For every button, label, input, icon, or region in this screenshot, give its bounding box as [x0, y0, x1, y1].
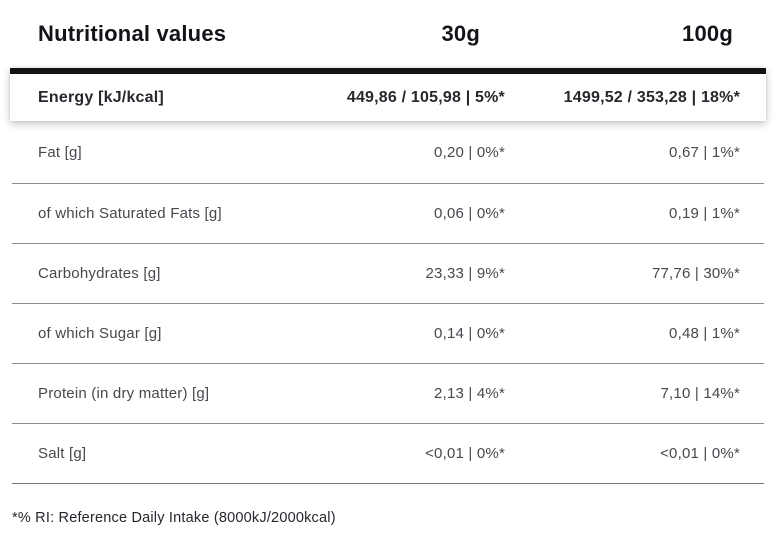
value-per-100g: 0,19 | 1%*: [669, 205, 740, 222]
value-per-30g: 2,13 | 4%*: [434, 385, 505, 402]
table-row-fat: Fat [g] 0,20 | 0%* 0,67 | 1%*: [12, 121, 764, 184]
column-header-100g: 100g: [682, 21, 733, 46]
table-title: Nutritional values: [38, 21, 227, 46]
value-per-30g: 0,20 | 0%*: [434, 143, 505, 161]
value-per-100g: 0,48 | 1%*: [669, 325, 740, 342]
nutrient-label: Protein (in dry matter) [g]: [38, 385, 210, 402]
value-per-30g: 449,86 / 105,98 | 5%*: [346, 88, 505, 106]
energy-row: Energy [kJ/kcal] 449,86 / 105,98 | 5%* 1…: [10, 68, 766, 121]
nutrient-label: Salt [g]: [38, 445, 87, 462]
table-header-row: Nutritional values 30g 100g: [0, 0, 776, 68]
table-row-salt: Salt [g] <0,01 | 0%* <0,01 | 0%*: [12, 424, 764, 484]
table-body: Fat [g] 0,20 | 0%* 0,67 | 1%* of which S…: [12, 121, 764, 484]
value-per-100g: 77,76 | 30%*: [651, 265, 740, 282]
table-row-protein: Protein (in dry matter) [g] 2,13 | 4%* 7…: [12, 364, 764, 424]
table-row-carbohydrates: Carbohydrates [g] 23,33 | 9%* 77,76 | 30…: [12, 244, 764, 304]
table-row-saturated-fats: of which Saturated Fats [g] 0,06 | 0%* 0…: [12, 184, 764, 244]
nutrient-label: Fat [g]: [38, 143, 82, 161]
value-per-30g: <0,01 | 0%*: [425, 445, 505, 462]
nutrient-label: Energy [kJ/kcal]: [38, 88, 164, 106]
nutrient-label: of which Sugar [g]: [38, 325, 162, 342]
value-per-30g: 0,06 | 0%*: [434, 205, 505, 222]
value-per-30g: 0,14 | 0%*: [434, 325, 505, 342]
value-per-100g: <0,01 | 0%*: [660, 445, 740, 462]
value-per-100g: 7,10 | 14%*: [660, 385, 740, 402]
reference-intake-footnote: *% RI: Reference Daily Intake (8000kJ/20…: [12, 510, 336, 526]
nutrient-label: Carbohydrates [g]: [38, 265, 161, 282]
column-header-30g: 30g: [441, 21, 480, 46]
value-per-30g: 23,33 | 9%*: [425, 265, 505, 282]
nutrient-label: of which Saturated Fats [g]: [38, 205, 222, 222]
value-per-100g: 0,67 | 1%*: [669, 143, 740, 161]
value-per-100g: 1499,52 / 353,28 | 18%*: [563, 88, 740, 106]
table-row-sugar: of which Sugar [g] 0,14 | 0%* 0,48 | 1%*: [12, 304, 764, 364]
